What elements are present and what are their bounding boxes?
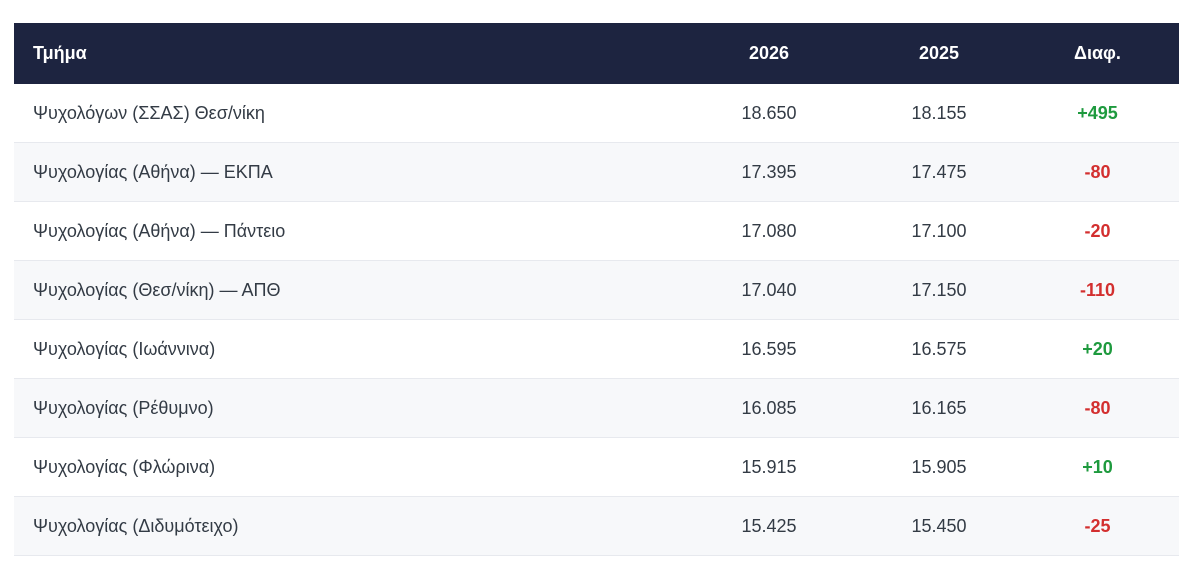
table-row: Ψυχολογίας (Διδυμότειχο) 15.425 15.450 -…: [14, 497, 1179, 556]
score-2025-cell: 16.575: [911, 338, 967, 359]
department-cell: Ψυχολογίας (Αθήνα) — Πάντειο: [33, 220, 286, 241]
diff-cell: -25: [1084, 515, 1111, 536]
header-2026[interactable]: 2026: [748, 43, 790, 63]
header-department[interactable]: Τμήμα: [33, 43, 87, 63]
score-2025-cell: 16.165: [911, 397, 967, 418]
table-row: Ψυχολογίας (Αθήνα) — ΕΚΠΑ 17.395 17.475 …: [14, 143, 1179, 202]
diff-cell: -80: [1084, 161, 1111, 182]
score-2026-cell: 17.080: [741, 220, 797, 241]
header-diff[interactable]: Διαφ.: [1074, 43, 1121, 63]
table-header: Τμήμα 2026 2025 Διαφ.: [14, 23, 1179, 84]
score-2026-cell: 17.395: [741, 161, 797, 182]
score-2026-cell: 16.085: [741, 397, 797, 418]
department-cell: Ψυχολογίας (Ρέθυμνο): [33, 397, 214, 418]
department-cell: Ψυχολογίας (Αθήνα) — ΕΚΠΑ: [33, 161, 273, 182]
table-row: Ψυχολογίας (Ρέθυμνο) 16.085 16.165 -80: [14, 379, 1179, 438]
score-2025-cell: 17.100: [911, 220, 967, 241]
diff-cell: +10: [1082, 456, 1113, 477]
table-row: Ψυχολογίας (Αθήνα) — Πάντειο 17.080 17.1…: [14, 202, 1179, 261]
table-row: Ψυχολογίας (Φλώρινα) 15.915 15.905 +10: [14, 438, 1179, 497]
diff-cell: -80: [1084, 397, 1111, 418]
diff-cell: -20: [1084, 220, 1111, 241]
header-2025[interactable]: 2025: [918, 43, 960, 63]
score-2025-cell: 15.905: [911, 456, 967, 477]
score-2026-cell: 15.425: [741, 515, 797, 536]
table-row: Ψυχολόγων (ΣΣΑΣ) Θεσ/νίκη 18.650 18.155 …: [14, 84, 1179, 143]
score-2025-cell: 17.150: [911, 279, 967, 300]
score-2026-cell: 18.650: [741, 102, 797, 123]
score-2026-cell: 16.595: [741, 338, 797, 359]
table-row: Ψυχολογίας (Ιωάννινα) 16.595 16.575 +20: [14, 320, 1179, 379]
score-2025-cell: 17.475: [911, 161, 967, 182]
diff-cell: -110: [1079, 279, 1116, 300]
diff-cell: +20: [1082, 338, 1113, 359]
score-2025-cell: 18.155: [911, 102, 967, 123]
department-cell: Ψυχολογίας (Διδυμότειχο): [33, 515, 239, 536]
table-row: Ψυχολογίας (Θεσ/νίκη) — ΑΠΘ 17.040 17.15…: [14, 261, 1179, 320]
department-cell: Ψυχολόγων (ΣΣΑΣ) Θεσ/νίκη: [33, 102, 265, 123]
score-2026-cell: 17.040: [741, 279, 797, 300]
score-2026-cell: 15.915: [741, 456, 797, 477]
department-cell: Ψυχολογίας (Φλώρινα): [33, 456, 216, 477]
department-cell: Ψυχολογίας (Θεσ/νίκη) — ΑΠΘ: [33, 279, 281, 300]
department-cell: Ψυχολογίας (Ιωάννινα): [33, 338, 216, 359]
score-2025-cell: 15.450: [911, 515, 967, 536]
diff-cell: +495: [1077, 102, 1118, 123]
score-comparison-table: Τμήμα 2026 2025 Διαφ. Ψυχολόγων (ΣΣΑΣ) Θ…: [14, 23, 1179, 556]
